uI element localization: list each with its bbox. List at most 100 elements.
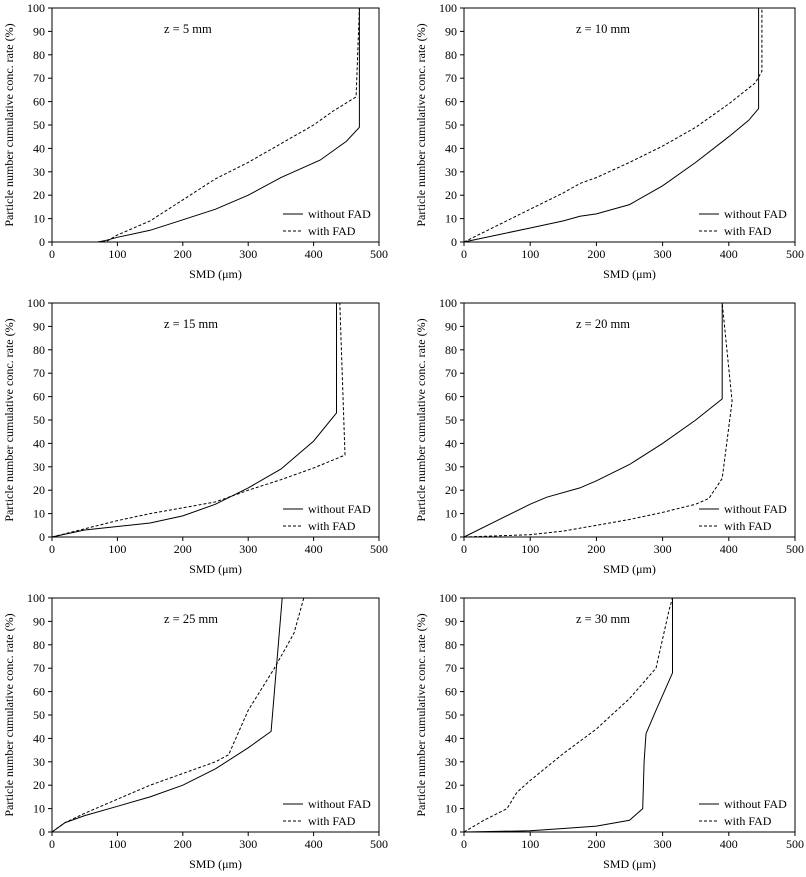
x-axis-label: SMD (μm): [189, 857, 242, 871]
y-tick-label: 20: [445, 778, 457, 792]
y-tick-label: 30: [33, 165, 45, 179]
x-tick-label: 300: [239, 837, 257, 851]
chart-panel: 0 10 20 30 40 50 60 70 80 90 100 0 100 200 300 400 500 SM…: [414, 296, 804, 576]
x-tick-label: 500: [786, 837, 804, 851]
y-tick-label: 80: [445, 48, 457, 62]
x-tick-label: 300: [239, 247, 257, 261]
chart-panel: 0 10 20 30 40 50 60 70 80 90 100 0 100 200 300 400 500 SM…: [2, 296, 388, 576]
x-tick-label: 100: [108, 837, 126, 851]
series-line: [52, 7, 360, 243]
y-tick-label: 80: [33, 638, 45, 652]
series-line: [51, 597, 305, 833]
y-tick-label: 20: [33, 778, 45, 792]
y-tick-label: 10: [33, 212, 45, 226]
y-axis-label: Particle number cumulative conc. rate (%…: [2, 613, 16, 816]
x-tick-label: 200: [174, 542, 192, 556]
y-tick-label: 40: [33, 141, 45, 155]
y-tick-label: 30: [445, 755, 457, 769]
y-tick-label: 70: [33, 661, 45, 675]
y-tick-label: 90: [33, 319, 45, 333]
y-tick-label: 30: [33, 460, 45, 474]
series-line: [463, 302, 733, 538]
x-tick-label: 0: [49, 542, 55, 556]
x-axis-label: SMD (μm): [603, 857, 656, 871]
y-tick-label: 50: [33, 413, 45, 427]
y-tick-label: 90: [445, 614, 457, 628]
y-tick-label: 10: [445, 507, 457, 521]
x-tick-label: 500: [370, 247, 388, 261]
y-axis-label: Particle number cumulative conc. rate (%…: [2, 23, 16, 226]
x-tick-label: 0: [49, 837, 55, 851]
x-tick-label: 300: [654, 837, 672, 851]
chart-panel: 0 10 20 30 40 50 60 70 80 90 100 0 100 200 300 400 500 SM…: [414, 591, 804, 871]
x-tick-label: 200: [174, 247, 192, 261]
z-position-label: z = 25 mm: [164, 612, 218, 626]
y-tick-label: 50: [33, 708, 45, 722]
y-tick-label: 100: [439, 1, 457, 15]
legend-label: with FAD: [724, 224, 772, 238]
x-tick-label: 200: [587, 542, 605, 556]
legend-label: with FAD: [308, 814, 356, 828]
y-tick-label: 10: [33, 802, 45, 816]
y-tick-label: 40: [445, 436, 457, 450]
x-tick-label: 400: [305, 247, 323, 261]
z-position-label: z = 10 mm: [576, 22, 630, 36]
y-tick-label: 0: [39, 235, 45, 249]
x-tick-label: 400: [720, 247, 738, 261]
legend-label: without FAD: [724, 207, 787, 221]
z-position-label: z = 20 mm: [576, 317, 630, 331]
series-line: [51, 303, 337, 538]
x-tick-label: 500: [370, 837, 388, 851]
y-tick-label: 60: [33, 390, 45, 404]
x-tick-label: 100: [108, 247, 126, 261]
y-tick-label: 0: [451, 530, 457, 544]
legend-label: without FAD: [308, 207, 371, 221]
chart-panel: 0 10 20 30 40 50 60 70 80 90 100 0 100 200 300 400 500 SM…: [2, 1, 388, 281]
y-tick-label: 90: [445, 319, 457, 333]
series-line: [463, 598, 673, 833]
y-tick-label: 90: [33, 24, 45, 38]
y-tick-label: 40: [445, 141, 457, 155]
x-tick-label: 300: [654, 247, 672, 261]
x-tick-label: 200: [587, 247, 605, 261]
y-tick-label: 50: [33, 118, 45, 132]
y-tick-label: 0: [39, 530, 45, 544]
y-tick-label: 0: [451, 825, 457, 839]
y-tick-label: 60: [33, 95, 45, 109]
x-tick-label: 0: [461, 247, 467, 261]
y-tick-label: 100: [27, 591, 45, 605]
x-tick-label: 500: [370, 542, 388, 556]
y-tick-label: 100: [439, 296, 457, 310]
z-position-label: z = 30 mm: [576, 612, 630, 626]
series-line: [51, 302, 346, 538]
y-tick-label: 60: [33, 685, 45, 699]
y-tick-label: 70: [33, 71, 45, 85]
y-tick-label: 50: [445, 118, 457, 132]
x-axis-label: SMD (μm): [603, 562, 656, 576]
y-tick-label: 30: [445, 165, 457, 179]
series-line: [463, 303, 723, 538]
legend-label: without FAD: [308, 502, 371, 516]
y-tick-label: 60: [445, 95, 457, 109]
x-tick-label: 400: [720, 542, 738, 556]
y-tick-label: 10: [445, 212, 457, 226]
y-tick-label: 40: [33, 436, 45, 450]
z-position-label: z = 5 mm: [164, 22, 212, 36]
y-tick-label: 0: [451, 235, 457, 249]
y-tick-label: 40: [33, 731, 45, 745]
y-tick-label: 70: [445, 71, 457, 85]
y-tick-label: 60: [445, 390, 457, 404]
y-tick-label: 80: [33, 48, 45, 62]
x-tick-label: 500: [786, 542, 804, 556]
x-tick-label: 100: [521, 542, 539, 556]
y-tick-label: 30: [33, 755, 45, 769]
y-tick-label: 80: [445, 638, 457, 652]
y-tick-label: 100: [439, 591, 457, 605]
y-tick-label: 70: [445, 661, 457, 675]
x-tick-label: 300: [239, 542, 257, 556]
y-tick-label: 90: [33, 614, 45, 628]
y-tick-label: 70: [33, 366, 45, 380]
legend-label: with FAD: [724, 519, 772, 533]
series-line: [463, 8, 763, 243]
y-tick-label: 90: [445, 24, 457, 38]
